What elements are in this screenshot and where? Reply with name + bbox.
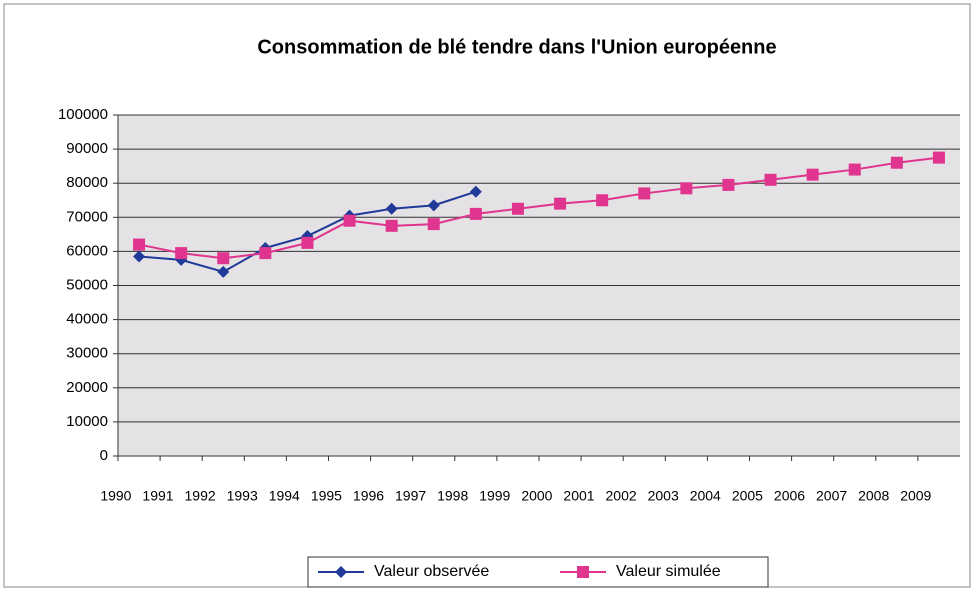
data-point	[217, 252, 230, 265]
data-point	[133, 238, 146, 251]
data-point	[385, 202, 398, 215]
y-tick-label: 50000	[66, 276, 108, 293]
data-point	[133, 250, 146, 263]
data-point	[259, 247, 272, 260]
x-tick-label: 1994	[269, 488, 300, 504]
x-tick-label: 1999	[479, 488, 510, 504]
data-point	[722, 178, 735, 191]
x-tick-label: 1997	[395, 488, 426, 504]
data-point	[806, 168, 819, 181]
data-point	[469, 207, 482, 220]
data-point	[175, 253, 188, 266]
y-tick-label: 80000	[66, 174, 108, 191]
y-tick-label: 0	[100, 447, 108, 464]
y-tick-label: 30000	[66, 345, 108, 362]
data-point	[427, 218, 440, 231]
x-tick-label: 2009	[900, 488, 931, 504]
legend-label: Valeur observée	[374, 563, 489, 580]
data-point	[932, 151, 945, 164]
x-tick-label: 1991	[142, 488, 173, 504]
x-tick-label: 2008	[858, 488, 889, 504]
series-line	[138, 156, 940, 260]
y-tick-label: 90000	[66, 140, 108, 157]
x-tick-label: 2006	[774, 488, 805, 504]
data-point	[469, 185, 482, 198]
y-tick-label: 60000	[66, 242, 108, 259]
legend-box	[307, 556, 769, 588]
y-tick-label: 10000	[66, 413, 108, 430]
x-tick-label: 2007	[816, 488, 847, 504]
data-point	[638, 187, 651, 200]
x-tick-label: 2003	[648, 488, 679, 504]
x-tick-label: 1990	[100, 488, 131, 504]
y-tick-label: 20000	[66, 379, 108, 396]
x-tick-label: 2004	[690, 488, 721, 504]
x-tick-label: 2002	[606, 488, 637, 504]
data-point	[890, 156, 903, 169]
data-point	[848, 163, 861, 176]
data-point	[343, 214, 356, 227]
x-tick-label: 1992	[185, 488, 216, 504]
x-tick-label: 2001	[563, 488, 594, 504]
data-point	[511, 202, 524, 215]
x-tick-label: 2000	[521, 488, 552, 504]
data-point	[217, 265, 230, 278]
chart-title: Consommation de blé tendre dans l'Union …	[257, 36, 776, 58]
x-tick-label: 1996	[353, 488, 384, 504]
x-tick-label: 1995	[311, 488, 342, 504]
data-point	[596, 194, 609, 207]
y-tick-label: 40000	[66, 311, 108, 328]
data-point	[301, 236, 314, 249]
legend-label: Valeur simulée	[616, 563, 721, 580]
data-point	[554, 197, 567, 210]
x-tick-label: 2005	[732, 488, 763, 504]
legend-marker	[335, 566, 347, 578]
x-tick-label: 1993	[227, 488, 258, 504]
x-tick-label: 1998	[437, 488, 468, 504]
data-point	[385, 219, 398, 232]
data-point	[175, 247, 188, 260]
data-point	[680, 182, 693, 195]
data-point	[427, 199, 440, 212]
y-tick-label: 100000	[58, 106, 108, 123]
legend-marker	[577, 566, 589, 578]
y-tick-label: 70000	[66, 208, 108, 225]
data-point	[764, 173, 777, 186]
